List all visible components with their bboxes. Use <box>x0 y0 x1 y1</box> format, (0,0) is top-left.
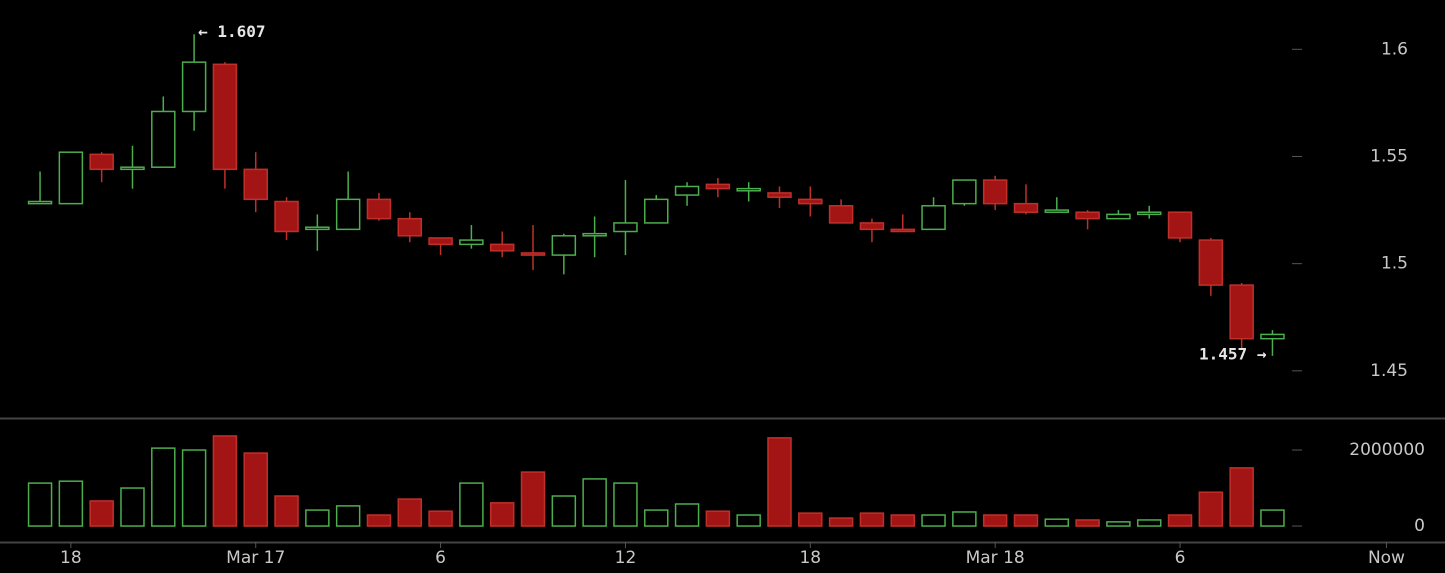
candle-body <box>798 198 823 205</box>
y-tick-label: 1.55 <box>1370 146 1408 166</box>
x-tick-label: 18 <box>799 548 821 568</box>
volume-bar <box>551 495 577 527</box>
y-tick-label: 1.6 <box>1381 39 1408 59</box>
candle-body <box>1044 209 1070 213</box>
volume-bar <box>335 505 361 527</box>
volume-bar <box>890 514 915 527</box>
candle-body <box>243 168 268 201</box>
candle-body <box>274 200 299 233</box>
volume-bar <box>1198 491 1224 527</box>
volume-tick-label: 2000000 <box>1349 440 1425 460</box>
volume-bar <box>982 514 1008 527</box>
volume-bar <box>151 447 176 527</box>
volume-bar <box>1136 519 1162 527</box>
candle-body <box>120 166 145 171</box>
candle-body <box>151 110 176 168</box>
candle-body <box>767 192 792 198</box>
volume-bar <box>58 480 84 527</box>
candle-body <box>982 179 1008 205</box>
candle-body <box>459 239 484 246</box>
candle-body <box>1229 284 1254 340</box>
candle-body <box>1136 211 1162 216</box>
volume-bar <box>305 509 330 527</box>
candle-body <box>1013 202 1039 213</box>
x-tick-label: Mar 17 <box>226 548 285 568</box>
volume-bar <box>674 503 700 527</box>
volume-bar <box>120 487 145 527</box>
volume-bar <box>89 500 114 527</box>
candle-body <box>520 252 546 256</box>
high-annotation: ← 1.607 <box>198 22 265 41</box>
volume-bar <box>859 512 885 527</box>
volume-bar <box>1013 514 1039 527</box>
volume-bar <box>921 514 946 527</box>
candle-body <box>305 226 330 231</box>
volume-bar <box>613 482 638 527</box>
candle-body <box>674 185 700 196</box>
candle-body <box>397 217 423 237</box>
x-tick-label: Mar 18 <box>966 548 1025 568</box>
candle-body <box>366 198 392 220</box>
candle-body <box>58 151 84 205</box>
candle-body <box>89 153 114 171</box>
volume-bar <box>520 471 546 527</box>
volume-bar <box>1167 514 1193 527</box>
volume-bar <box>828 517 854 527</box>
volume-bar <box>274 495 299 527</box>
volume-bar <box>736 514 761 527</box>
volume-bar <box>644 509 669 527</box>
x-tick-label: 6 <box>1175 548 1186 568</box>
candle-body <box>335 198 361 231</box>
candle-body <box>952 179 977 205</box>
volume-bar <box>397 498 423 527</box>
candle-body <box>644 198 669 224</box>
candle-body <box>582 232 607 237</box>
volume-tick-label: 0 <box>1414 516 1425 536</box>
low-annotation: 1.457 → <box>1199 344 1267 363</box>
candle-body <box>828 205 854 224</box>
volume-bar <box>705 510 731 527</box>
volume-bar <box>582 478 607 527</box>
x-tick-label: 18 <box>60 548 82 568</box>
volume-bar <box>952 511 977 527</box>
y-tick-label: 1.45 <box>1370 361 1408 381</box>
candle-body <box>212 63 238 171</box>
volume-bar <box>1106 521 1131 527</box>
volume-bar <box>1075 519 1100 527</box>
x-tick-label: Now <box>1368 548 1405 568</box>
candle-body <box>705 183 731 190</box>
candle-body <box>613 222 638 233</box>
candle-body <box>736 187 761 192</box>
candle-body <box>428 237 453 246</box>
candle-body <box>1260 333 1285 340</box>
candle-body <box>1075 211 1100 220</box>
volume-bar <box>27 482 53 527</box>
candle-body <box>551 235 577 256</box>
x-tick-label: 12 <box>615 548 637 568</box>
volume-bar <box>1044 518 1070 527</box>
volume-bar <box>243 452 268 527</box>
y-tick-label: 1.5 <box>1381 254 1408 274</box>
volume-bar <box>767 437 792 527</box>
x-tick-label: 6 <box>435 548 446 568</box>
candle-body <box>859 222 885 231</box>
volume-bar <box>489 502 515 527</box>
candle-body <box>890 228 915 233</box>
volume-bar <box>459 482 484 527</box>
candle-body <box>1106 213 1131 220</box>
volume-bar <box>1260 509 1285 527</box>
volume-bar <box>181 449 207 527</box>
volume-bar <box>366 514 392 527</box>
candle-body <box>489 243 515 252</box>
candle-body <box>1198 239 1224 286</box>
candle-body <box>27 200 53 205</box>
candle-body <box>921 205 946 231</box>
volume-bar <box>212 435 238 527</box>
volume-bar <box>798 512 823 527</box>
candle-body <box>1167 211 1193 239</box>
volume-bar <box>1229 467 1254 527</box>
volume-bar <box>428 510 453 527</box>
candle-body <box>181 61 207 113</box>
